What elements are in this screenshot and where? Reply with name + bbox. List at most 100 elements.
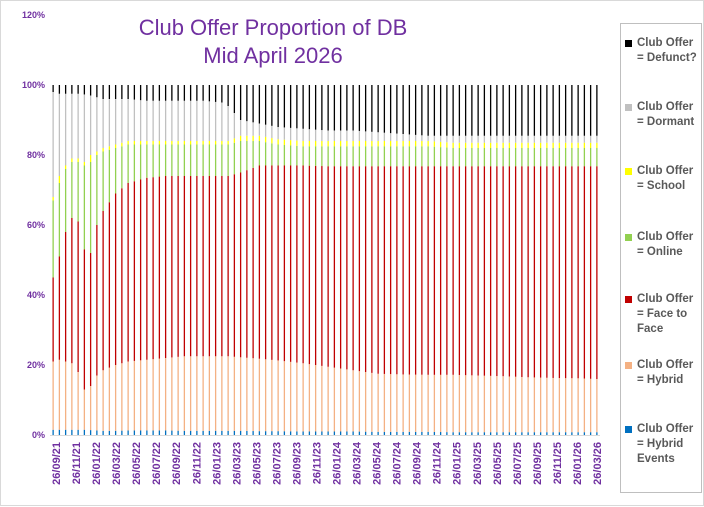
y-tick-label: 20% (27, 360, 45, 370)
bar-segment-online (133, 144, 136, 182)
bar-segment-school (358, 141, 361, 147)
bar-segment-hybrid (202, 356, 204, 431)
bar-segment-defunct (389, 85, 392, 134)
bar-segment-dormant (283, 127, 286, 140)
bar-segment-face_to_face (464, 166, 467, 376)
bar-segment-face_to_face (239, 172, 242, 358)
bar-segment-hybrid (571, 378, 573, 433)
bar-segment-hybrid (127, 361, 129, 431)
bar-segment-dormant (358, 130, 361, 141)
bar-segment-hybrid (89, 386, 92, 431)
bar-segment-defunct (314, 85, 317, 130)
bar-segment-defunct (171, 85, 173, 101)
bar-segment-defunct (96, 85, 98, 98)
bar-segment-hybrid_events (158, 430, 161, 435)
bar-segment-hybrid (58, 359, 61, 430)
bar-segment-dormant (52, 92, 54, 197)
bar-segment-hybrid_events (508, 432, 511, 435)
bar-segment-hybrid_events (189, 430, 192, 435)
bar-segment-defunct (146, 85, 148, 101)
bar-segment-face_to_face (77, 221, 79, 372)
bar-segment-dormant (521, 135, 523, 143)
bar-segment-dormant (296, 128, 298, 141)
bar-segment-dormant (427, 135, 429, 141)
bar-segment-dormant (502, 135, 504, 143)
bar-segment-dormant (558, 135, 561, 143)
bar-segment-dormant (258, 123, 261, 136)
bar-segment-hybrid (64, 361, 67, 430)
bar-segment-defunct (458, 85, 461, 136)
bar-segment-face_to_face (52, 277, 54, 362)
bar-segment-hybrid_events (514, 432, 517, 435)
bar-segment-defunct (233, 85, 236, 113)
bar-segment-face_to_face (427, 166, 429, 375)
bar-segment-face_to_face (414, 166, 417, 375)
bar-segment-dormant (164, 100, 167, 141)
bar-series-group (52, 85, 598, 436)
bar-segment-dormant (64, 93, 67, 166)
bar-segment-defunct (302, 85, 304, 129)
bar-segment-defunct (527, 85, 529, 136)
bar-segment-face_to_face (339, 166, 342, 369)
bar-segment-hybrid_events (64, 429, 67, 435)
bar-segment-dormant (552, 135, 554, 143)
bar-segment-defunct (121, 85, 123, 99)
bar-segment-online (333, 146, 336, 167)
bar-segment-hybrid (71, 363, 73, 430)
bar-segment-hybrid (508, 376, 511, 433)
bar-segment-hybrid_events (121, 430, 123, 436)
bar-segment-face_to_face (496, 166, 498, 377)
bar-segment-dormant (514, 135, 517, 143)
bar-segment-face_to_face (552, 166, 554, 378)
bar-segment-school (539, 142, 542, 148)
bar-segment-hybrid (514, 376, 517, 433)
bar-segment-hybrid_events (202, 430, 204, 435)
bar-segment-defunct (321, 85, 323, 131)
bar-segment-hybrid_events (89, 430, 92, 435)
bar-segment-hybrid (471, 375, 473, 433)
x-tick-label: 26/03/22 (111, 442, 123, 485)
bar-segment-hybrid (277, 360, 279, 432)
bar-segment-dormant (239, 120, 242, 136)
bar-segment-dormant (58, 93, 61, 176)
bar-segment-school (583, 142, 586, 148)
bar-segment-hybrid_events (152, 430, 154, 435)
bar-segment-school (158, 141, 161, 145)
bar-segment-hybrid_events (239, 430, 242, 435)
bar-segment-school (146, 141, 148, 145)
bar-segment-dormant (333, 130, 336, 141)
bar-segment-defunct (52, 85, 54, 92)
bar-segment-defunct (77, 85, 79, 94)
x-tick-label: 26/05/22 (131, 442, 143, 485)
bar-segment-hybrid_events (489, 432, 492, 435)
bar-segment-defunct (308, 85, 311, 130)
bar-segment-school (258, 135, 261, 141)
bar-segment-dormant (433, 135, 436, 142)
bar-segment-hybrid (452, 374, 454, 433)
bar-segment-face_to_face (146, 177, 148, 360)
bar-segment-face_to_face (327, 166, 329, 367)
bar-segment-school (508, 142, 511, 148)
bar-segment-online (96, 155, 98, 225)
bar-segment-online (264, 142, 267, 166)
bar-segment-face_to_face (58, 256, 61, 360)
bar-segment-hybrid (183, 356, 186, 431)
bar-segment-dormant (271, 125, 273, 139)
bar-segment-online (171, 144, 173, 176)
bar-segment-defunct (414, 85, 417, 135)
bar-segment-defunct (552, 85, 554, 136)
bar-segment-school (339, 141, 342, 147)
bar-segment-defunct (346, 85, 348, 131)
bar-segment-dormant (439, 135, 442, 142)
bar-segment-online (352, 146, 354, 167)
bar-segment-defunct (246, 85, 248, 122)
bar-segment-face_to_face (364, 166, 367, 372)
bar-segment-hybrid (589, 378, 592, 433)
bar-segment-online (389, 146, 392, 167)
bar-segment-hybrid_events (171, 430, 173, 435)
bar-segment-face_to_face (208, 176, 211, 357)
bar-segment-online (502, 148, 504, 167)
bar-segment-defunct (533, 85, 536, 136)
bar-segment-hybrid (496, 376, 498, 433)
bar-segment-hybrid_events (402, 431, 404, 435)
